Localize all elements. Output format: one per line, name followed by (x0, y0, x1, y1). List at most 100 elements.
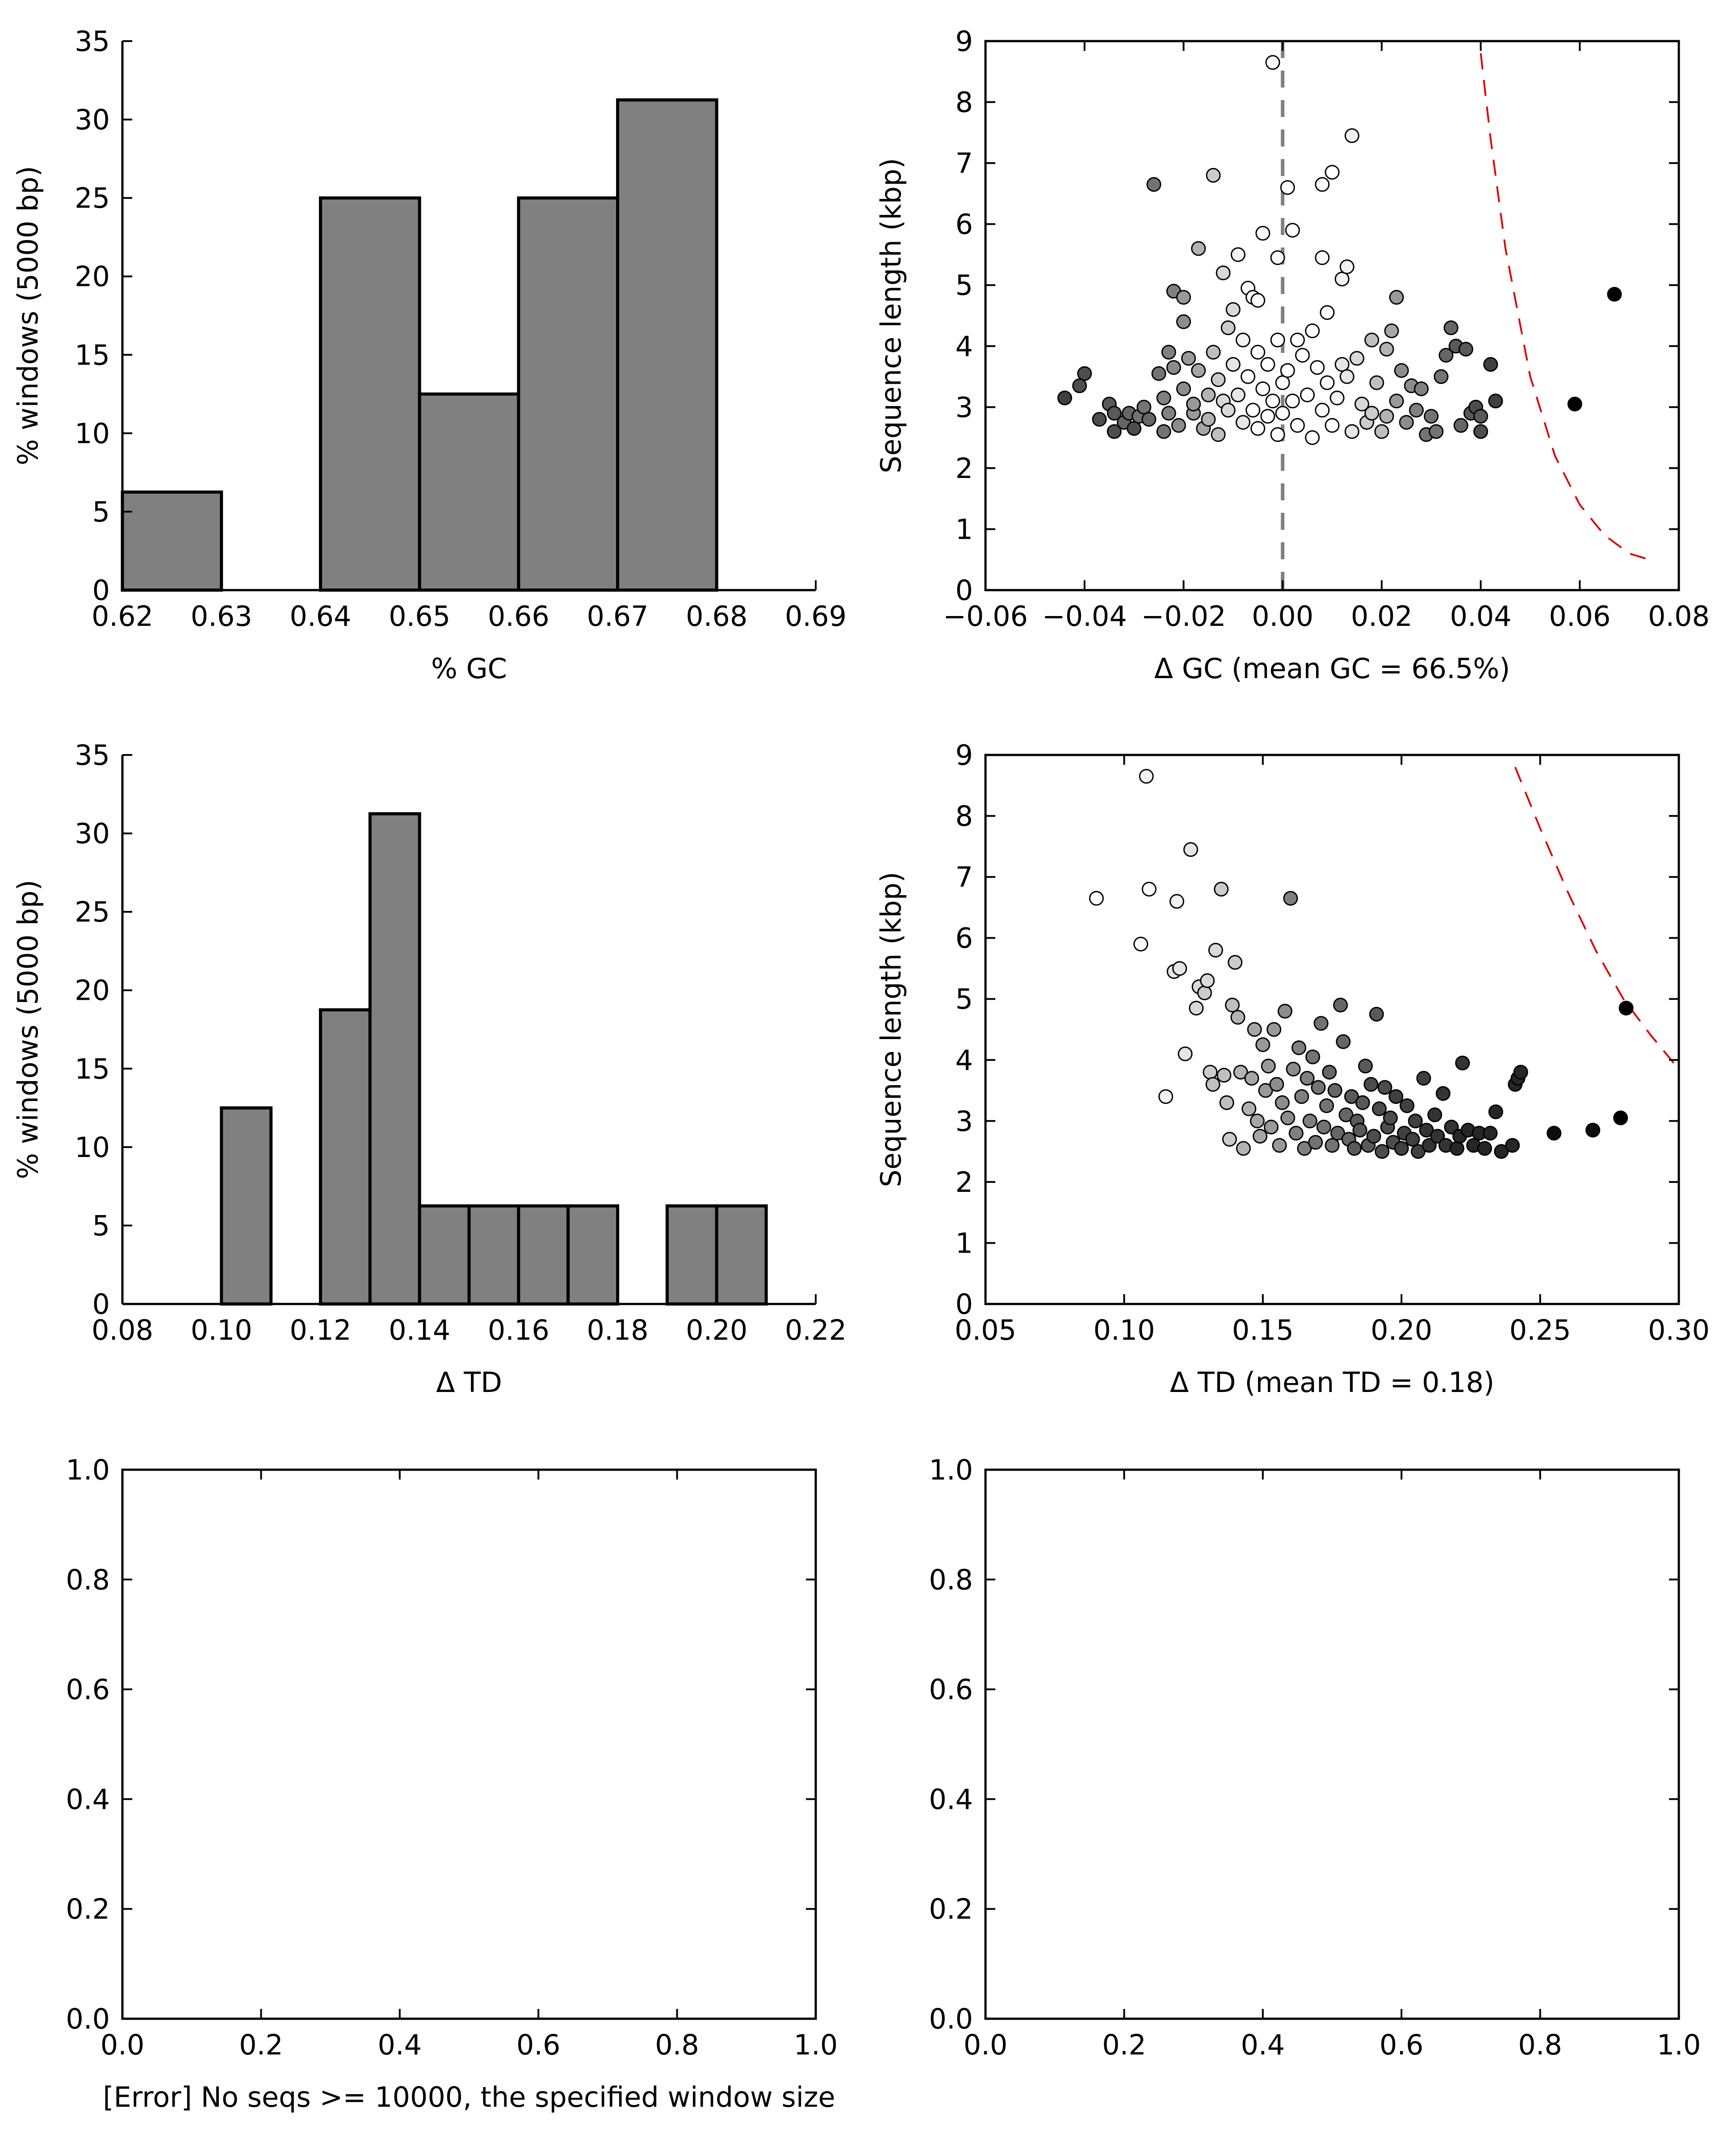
data-point (1206, 168, 1221, 183)
data-point (1270, 427, 1285, 442)
gc-hist-panel: 0.62 0.63 0.64 0.65 0.66 0.67 0.68 0.69 0 5 10 15 20… (12, 25, 847, 685)
data-point (1266, 1022, 1282, 1037)
td-scatter-panel: 0.05 0.10 0.15 0.20 0.25 0.30 0 1 2 3 4 5 6 7 8 9 Δ TD (… (875, 739, 1710, 1399)
data-point (1230, 387, 1245, 402)
data-point (1258, 1083, 1273, 1098)
bar (121, 490, 223, 592)
data-point (1250, 344, 1266, 360)
data-point (1270, 332, 1285, 348)
data-point (1250, 293, 1266, 308)
data-point (1338, 1107, 1354, 1123)
x-axis-label: Δ TD (mean TD = 0.18) (1170, 1366, 1494, 1399)
x-tick-label: 1.0 (794, 2029, 838, 2061)
data-point (1388, 1089, 1404, 1104)
data-point (1295, 348, 1310, 363)
y-tick-label: 30 (75, 104, 110, 136)
bar (616, 98, 718, 592)
bar (467, 1204, 520, 1306)
x-tick-label: 1.0 (1657, 2029, 1701, 2061)
y-tick-label: 1 (956, 513, 973, 545)
data-point (1302, 1113, 1317, 1128)
data-point (1513, 1065, 1528, 1080)
bar (715, 1204, 768, 1306)
data-point (1408, 1113, 1423, 1128)
y-tick-label: 0.2 (929, 1893, 973, 1925)
x-tick-label: 0.04 (1450, 600, 1512, 633)
cutoff-curve (1480, 53, 1650, 561)
y-axis-label: % windows (5000 bp) (12, 880, 44, 1179)
bar (517, 196, 620, 592)
data-point (1275, 406, 1290, 421)
y-tick-label: 0.6 (929, 1673, 973, 1706)
data-point (1211, 372, 1226, 387)
axes-frame (121, 1468, 817, 2020)
data-point (1169, 894, 1184, 909)
x-tick-label: 0.05 (955, 1314, 1016, 1346)
data-point (1419, 1123, 1434, 1138)
data-point (1265, 55, 1280, 70)
data-point (1265, 394, 1280, 409)
data-point (1255, 1037, 1271, 1052)
data-point (1222, 1132, 1237, 1147)
data-point (1300, 1071, 1315, 1086)
data-point (1250, 421, 1266, 436)
bar (319, 1008, 372, 1306)
data-point (1473, 424, 1489, 439)
data-point (1424, 409, 1439, 424)
x-tick-label: 0.22 (785, 1314, 847, 1346)
data-point (1369, 375, 1384, 390)
data-point (1354, 397, 1370, 412)
data-point (1294, 1089, 1309, 1104)
x-tick-label: 0.62 (92, 600, 153, 633)
data-point (1308, 1135, 1323, 1150)
x-tick-label: 0.2 (1102, 2029, 1146, 2061)
data-point (1233, 1065, 1248, 1080)
data-point (1247, 1022, 1262, 1037)
data-point (1453, 418, 1468, 433)
data-point (1191, 241, 1206, 256)
data-point (1283, 891, 1298, 906)
y-tick-label: 6 (956, 922, 973, 955)
data-point (1344, 1089, 1359, 1104)
bar (319, 196, 421, 592)
data-point (1483, 1126, 1498, 1141)
x-axis-label: Δ TD (436, 1366, 502, 1399)
data-point (1197, 985, 1212, 1001)
data-point (1158, 1089, 1174, 1104)
data-point (1072, 378, 1087, 394)
data-point (1236, 1141, 1251, 1156)
data-point (1206, 344, 1221, 360)
data-point (1225, 357, 1241, 372)
y-tick-label: 10 (75, 417, 110, 450)
y-tick-label: 5 (956, 983, 973, 1015)
data-point (1473, 409, 1489, 424)
data-point (1379, 342, 1394, 357)
axes-frame (984, 754, 1680, 1305)
data-point (1347, 1141, 1362, 1156)
x-tick-label: 0.16 (488, 1314, 549, 1346)
x-tick-label: 0.10 (191, 1314, 252, 1346)
data-point (1191, 363, 1206, 378)
data-point (1181, 351, 1196, 366)
data-point (1225, 998, 1240, 1013)
data-point (1325, 1138, 1340, 1153)
data-point (1077, 366, 1092, 381)
data-point (1325, 418, 1340, 433)
y-tick-label: 0.2 (66, 1893, 110, 1925)
data-point (1394, 1141, 1409, 1156)
data-point (1245, 402, 1261, 418)
data-point (1183, 842, 1198, 857)
data-point (1349, 351, 1364, 366)
data-point (1178, 1046, 1193, 1061)
x-tick-label: 0.08 (1648, 600, 1710, 633)
bar (566, 1204, 620, 1306)
data-point (1260, 357, 1275, 372)
bar (418, 1204, 471, 1306)
x-tick-label: 0.0 (101, 2029, 145, 2061)
x-tick-label: 0.20 (1371, 1314, 1432, 1346)
axes-frame (984, 40, 1680, 591)
y-axis-label: Sequence length (kbp) (875, 158, 907, 474)
y-tick-label: 1 (956, 1227, 973, 1259)
x-tick-label: 0.25 (1510, 1314, 1571, 1346)
